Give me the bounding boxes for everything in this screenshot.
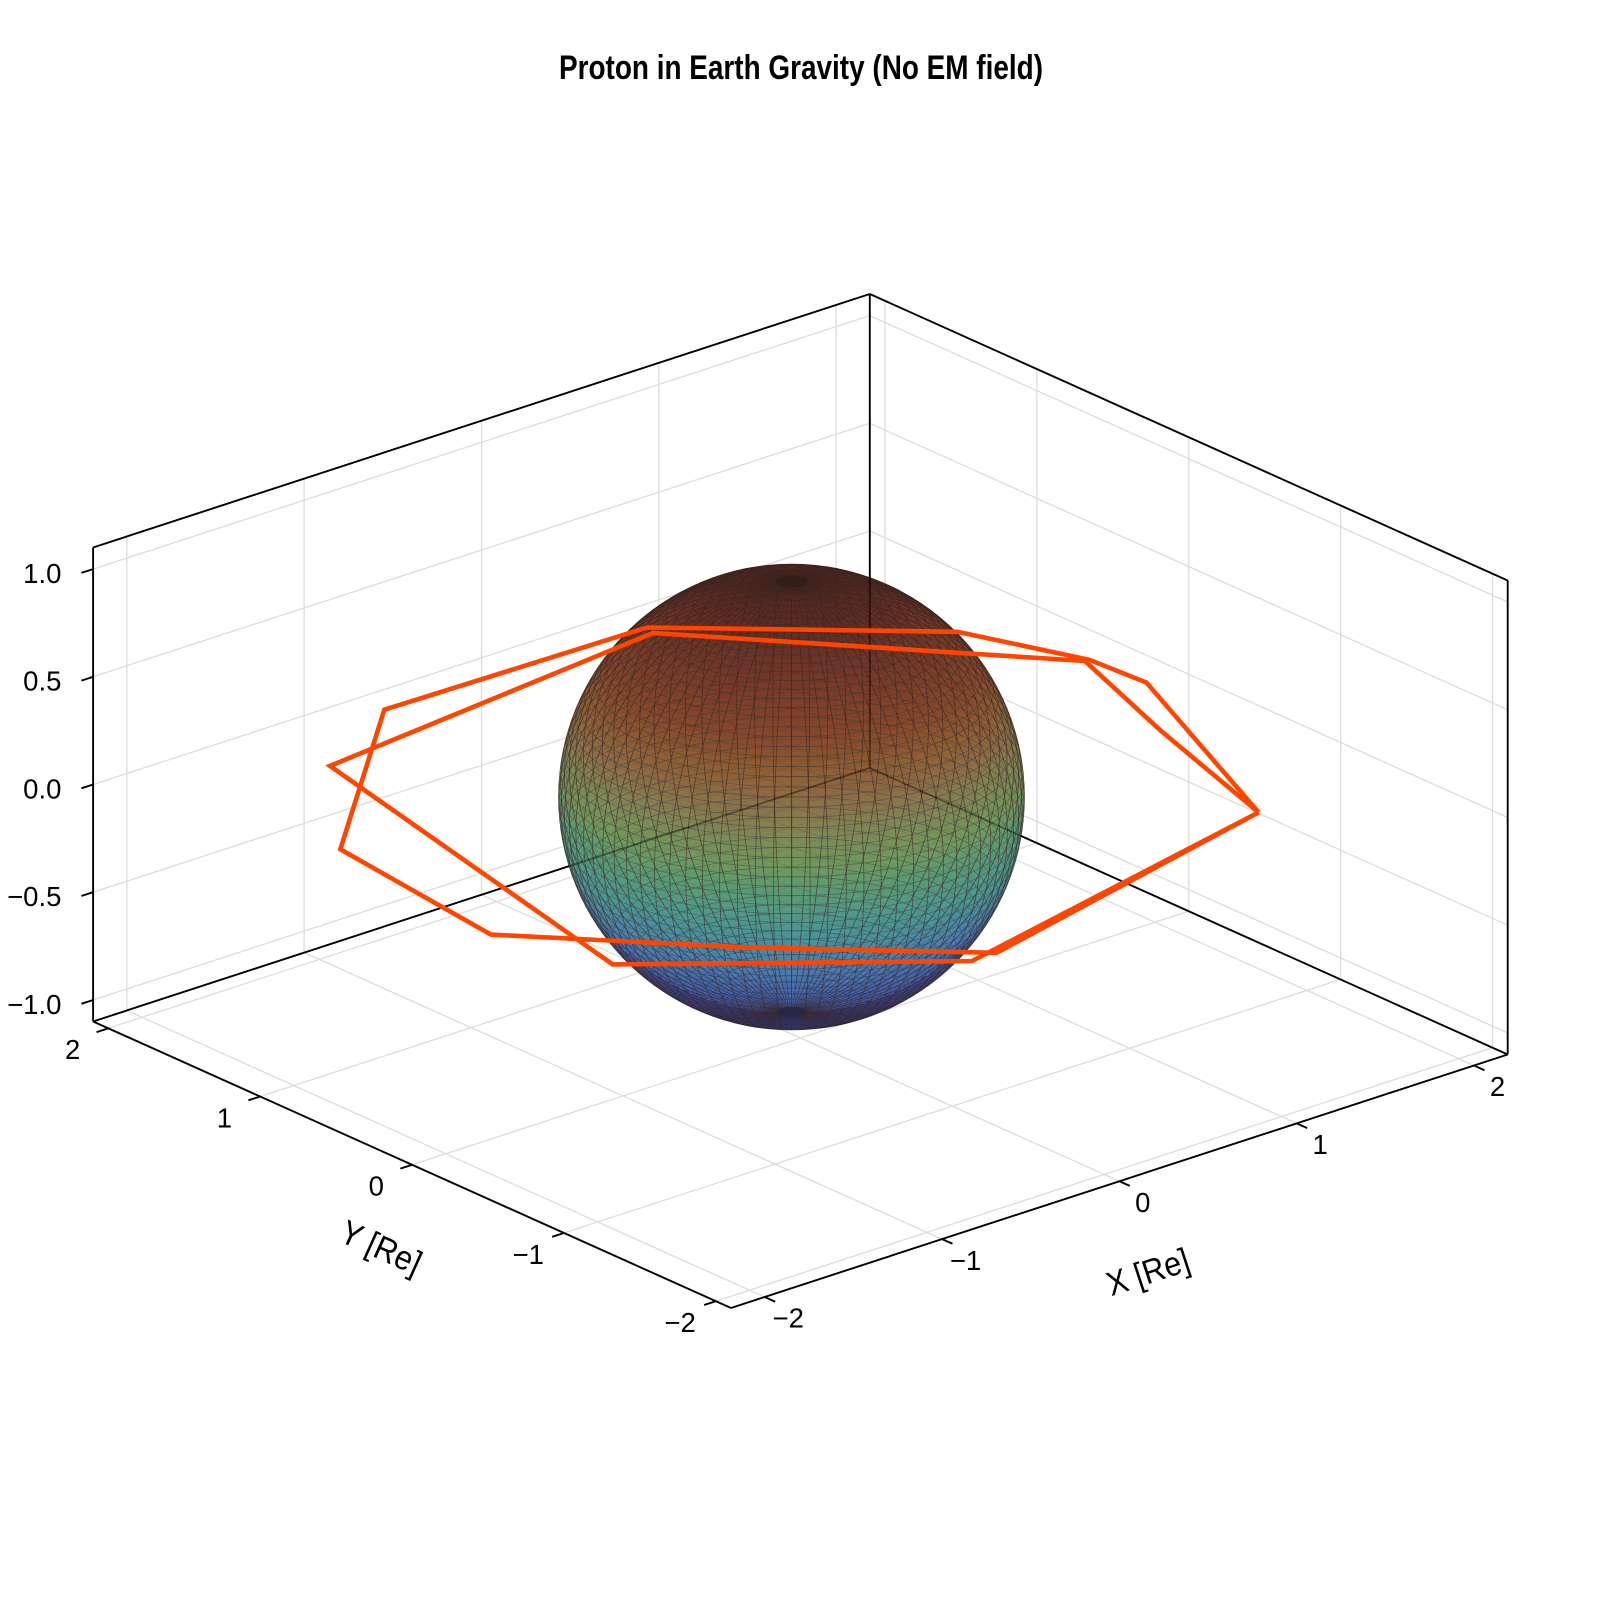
svg-text:−1.0: −1.0 — [7, 989, 61, 1020]
svg-text:−2: −2 — [664, 1307, 695, 1338]
svg-text:1.0: 1.0 — [23, 558, 61, 589]
svg-text:−1: −1 — [950, 1245, 981, 1276]
svg-text:2: 2 — [65, 1034, 80, 1065]
svg-text:0: 0 — [1135, 1187, 1150, 1218]
svg-text:−0.5: −0.5 — [7, 881, 61, 912]
svg-text:0: 0 — [369, 1171, 384, 1202]
svg-text:−1: −1 — [513, 1239, 544, 1270]
svg-text:1: 1 — [217, 1102, 232, 1133]
svg-text:−2: −2 — [773, 1303, 804, 1334]
svg-text:2: 2 — [1490, 1071, 1505, 1102]
svg-text:1: 1 — [1313, 1129, 1328, 1160]
svg-text:0.0: 0.0 — [23, 773, 61, 804]
svg-text:0.5: 0.5 — [23, 666, 61, 697]
svg-text:Proton in Earth Gravity (No EM: Proton in Earth Gravity (No EM field) — [559, 49, 1043, 87]
